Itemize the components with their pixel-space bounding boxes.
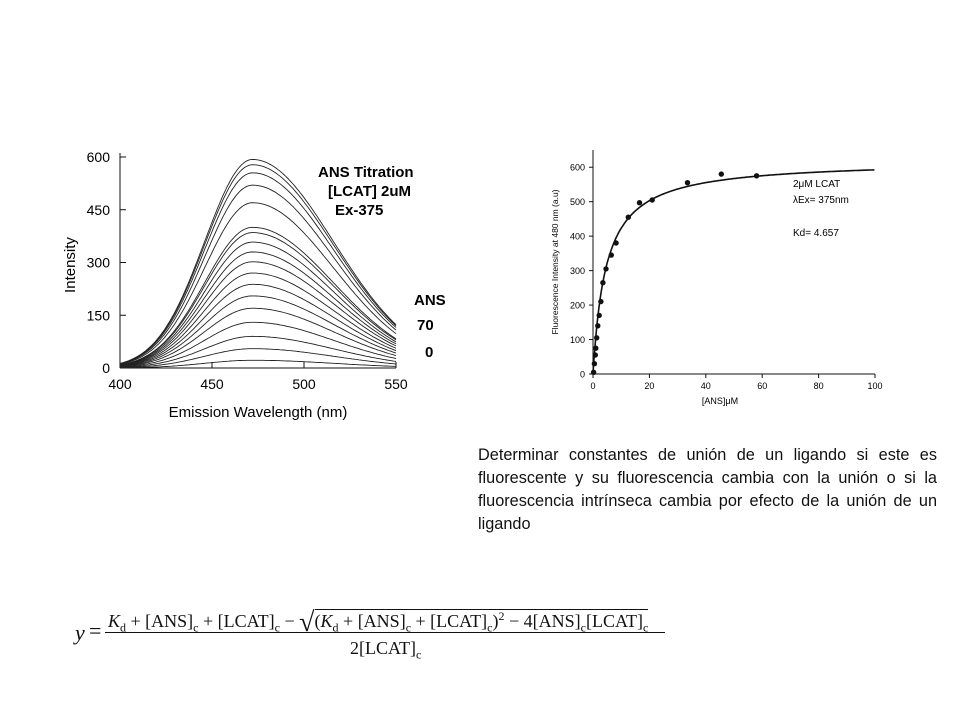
ans-titration-plot: 0 150 300 450 600 400 450 500 550 Emission Wavele… xyxy=(62,149,446,421)
ans-titration-chart: 0 150 300 450 600 400 450 500 550 Emission Wavele… xyxy=(50,135,450,435)
radicand: (Kd + [ANS]c + [LCAT]c)2 − 4[ANS]c[LCAT]… xyxy=(314,609,649,635)
y-tick-label: 0 xyxy=(102,360,110,376)
spectrum-curve xyxy=(119,321,397,368)
annotation-excitation: λEx= 375nm xyxy=(793,195,849,206)
spectrum-curve xyxy=(119,184,397,365)
annotation-kd: Kd= 4.657 xyxy=(793,228,839,239)
x-tick-label: 20 xyxy=(644,381,654,391)
binding-formula: y = Kd + [ANS]c + [LCAT]c − √(Kd + [ANS]… xyxy=(75,598,675,668)
sqrt-symbol: √ xyxy=(299,607,315,638)
spectrum-curve xyxy=(119,232,397,366)
fraction-bar xyxy=(105,632,665,633)
spectrum-curve xyxy=(119,159,397,364)
data-point xyxy=(718,171,724,177)
spectrum-curve xyxy=(119,283,397,367)
y-tick-label: 300 xyxy=(87,255,111,271)
formula-denominator: 2[LCAT]c xyxy=(350,638,422,662)
x-tick-label: 80 xyxy=(814,381,824,391)
x-tick-label: 0 xyxy=(590,381,595,391)
y-tick-label: 450 xyxy=(87,202,111,218)
legend-title: ANS xyxy=(414,292,446,309)
fit-curve xyxy=(592,169,875,372)
x-tick-label: 450 xyxy=(200,376,224,392)
spectrum-curve xyxy=(119,272,397,367)
spectrum-curve xyxy=(119,295,397,367)
formula-numerator: Kd + [ANS]c + [LCAT]c − √(Kd + [ANS]c + … xyxy=(108,607,649,638)
title-line-1: ANS Titration xyxy=(318,164,414,181)
binding-curve-chart: 0 100 200 300 400 500 600 0 20 40 60 80 100 [ANS]μM Fl… xyxy=(545,140,895,415)
data-point xyxy=(600,280,606,286)
data-point xyxy=(591,361,598,367)
spectrum-curve xyxy=(119,164,397,365)
spectrum-curve xyxy=(120,359,397,369)
y-tick-label: 500 xyxy=(570,197,585,207)
y-tick-label: 600 xyxy=(87,149,111,165)
y-tick-label: 400 xyxy=(570,232,585,242)
y-axis-label: Intensity xyxy=(62,237,79,293)
x-axis-label: Emission Wavelength (nm) xyxy=(169,404,348,421)
y-tick-label: 200 xyxy=(570,301,585,311)
data-point xyxy=(590,369,597,375)
title-line-2: [LCAT] 2uM xyxy=(328,183,411,200)
annotation-lcat: 2μM LCAT xyxy=(793,179,840,190)
data-point xyxy=(592,352,598,358)
spectrum-curve xyxy=(119,226,397,366)
data-point xyxy=(613,240,619,246)
x-tick-label: 40 xyxy=(701,381,711,391)
y-tick-label: 600 xyxy=(570,163,585,173)
data-point xyxy=(684,180,691,186)
y-tick-label: 0 xyxy=(580,370,585,380)
y-tick-label: 150 xyxy=(87,307,111,323)
spectrum-curve xyxy=(119,251,397,366)
y-axis-label: Fluorescence Intensity at 480 nm (a.u) xyxy=(550,189,560,334)
data-point xyxy=(594,335,600,341)
x-tick-label: 100 xyxy=(867,381,882,391)
spectrum-curve xyxy=(119,261,397,367)
x-tick-label: 400 xyxy=(108,376,132,392)
data-point xyxy=(625,214,631,220)
spectrum-curve xyxy=(119,241,397,366)
legend-value-high: 70 xyxy=(417,317,434,334)
x-tick-label: 500 xyxy=(292,376,316,392)
spectrum-curve xyxy=(119,307,397,368)
data-point xyxy=(608,252,614,258)
x-tick-label: 550 xyxy=(384,376,408,392)
x-tick-label: 60 xyxy=(757,381,767,391)
data-point xyxy=(593,345,599,351)
y-tick-label: 300 xyxy=(570,266,585,276)
data-point xyxy=(603,266,609,272)
data-point xyxy=(753,173,760,179)
description-paragraph: Determinar constantes de unión de un lig… xyxy=(478,446,937,533)
formula-lhs: y xyxy=(75,620,85,645)
binding-curve-plot: 0 100 200 300 400 500 600 0 20 40 60 80 100 [ANS]μM Fl… xyxy=(550,150,883,406)
spectrum-curve xyxy=(119,202,397,365)
x-axis-label: [ANS]μM xyxy=(702,396,738,406)
data-point xyxy=(595,323,601,329)
legend-value-low: 0 xyxy=(425,344,433,361)
spectrum-curve xyxy=(119,172,397,365)
spectrum-curve xyxy=(119,348,397,369)
data-point xyxy=(596,312,602,319)
y-tick-label: 100 xyxy=(570,335,585,345)
title-line-3: Ex-375 xyxy=(335,202,383,219)
spectrum-curve xyxy=(119,335,397,368)
data-point xyxy=(598,298,604,305)
data-point xyxy=(636,200,643,206)
data-point xyxy=(649,197,655,203)
formula-equals: = xyxy=(89,618,102,643)
